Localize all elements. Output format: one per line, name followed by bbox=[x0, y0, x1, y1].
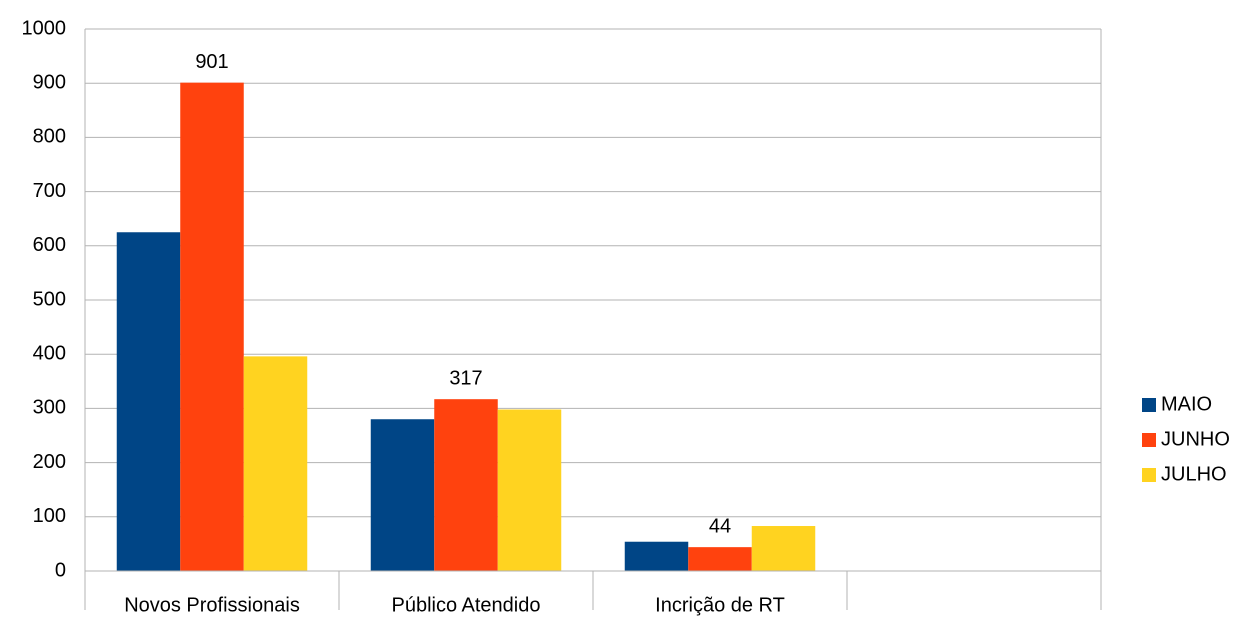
data-label: 317 bbox=[449, 367, 482, 389]
bar bbox=[497, 409, 562, 571]
y-tick-label: 600 bbox=[33, 234, 66, 256]
bar bbox=[243, 356, 308, 571]
data-label: 44 bbox=[709, 515, 731, 537]
bar bbox=[751, 526, 816, 571]
y-tick-label: 400 bbox=[33, 342, 66, 364]
bar bbox=[688, 547, 752, 571]
y-tick-label: 200 bbox=[33, 451, 66, 473]
data-label: 901 bbox=[195, 51, 228, 73]
bar bbox=[180, 82, 244, 572]
y-tick-label: 800 bbox=[33, 126, 66, 148]
legend-swatch bbox=[1142, 433, 1156, 447]
legend-swatch bbox=[1142, 468, 1156, 482]
legend-label: JULHO bbox=[1161, 463, 1227, 485]
bar bbox=[624, 541, 689, 571]
y-tick-label: 300 bbox=[33, 397, 66, 419]
x-tick-label: Público Atendido bbox=[391, 594, 540, 616]
bar bbox=[116, 232, 181, 571]
bar bbox=[370, 419, 435, 571]
bar bbox=[434, 399, 498, 571]
y-tick-label: 900 bbox=[33, 71, 66, 93]
legend-label: JUNHO bbox=[1161, 428, 1230, 450]
legend-swatch bbox=[1142, 398, 1156, 412]
y-tick-label: 1000 bbox=[22, 17, 67, 39]
legend-label: MAIO bbox=[1161, 393, 1212, 415]
y-tick-label: 0 bbox=[55, 559, 66, 581]
y-tick-label: 700 bbox=[33, 180, 66, 202]
x-tick-label: Novos Profissionais bbox=[124, 594, 300, 616]
y-tick-label: 100 bbox=[33, 505, 66, 527]
x-tick-label: Incrição de RT bbox=[655, 594, 785, 616]
y-tick-label: 500 bbox=[33, 288, 66, 310]
